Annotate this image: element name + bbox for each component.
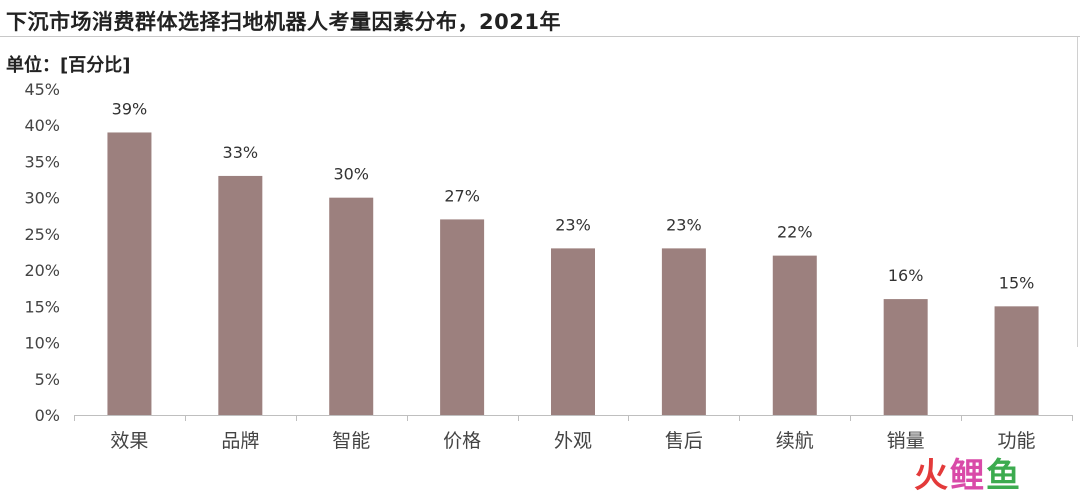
y-tick-label: 0% bbox=[35, 406, 60, 425]
category-label: 续航 bbox=[776, 430, 814, 452]
y-tick-label: 40% bbox=[24, 116, 60, 135]
bar bbox=[994, 306, 1039, 415]
y-tick-label: 35% bbox=[24, 152, 60, 171]
data-labels: 39% 33% 30% 27% 23% 23% 22% 16% 15% bbox=[112, 99, 1035, 292]
bar bbox=[329, 197, 374, 415]
bar bbox=[772, 255, 817, 415]
bar-series bbox=[107, 132, 1039, 415]
data-label: 30% bbox=[333, 165, 369, 184]
chart-title: 下沉市场消费群体选择扫地机器人考量因素分布，2021年 bbox=[6, 10, 561, 34]
category-label: 智能 bbox=[332, 430, 370, 452]
unit-label: 单位：[百分比] bbox=[6, 55, 131, 76]
y-tick-label: 45% bbox=[24, 80, 60, 99]
y-tick-label: 5% bbox=[35, 370, 60, 389]
data-label: 27% bbox=[444, 186, 480, 205]
data-label: 23% bbox=[666, 215, 702, 234]
y-tick-label: 25% bbox=[24, 225, 60, 244]
category-labels: 效果 品牌 智能 价格 外观 售后 续航 销量 功能 bbox=[110, 430, 1035, 452]
y-tick-label: 15% bbox=[24, 297, 60, 316]
data-label: 39% bbox=[112, 99, 148, 118]
data-label: 33% bbox=[223, 143, 259, 162]
category-label: 销量 bbox=[887, 430, 925, 452]
bar bbox=[883, 299, 928, 415]
data-label: 22% bbox=[777, 223, 813, 242]
x-axis-ticks bbox=[74, 415, 1073, 421]
category-label: 功能 bbox=[998, 430, 1036, 452]
y-tick-label: 10% bbox=[24, 334, 60, 353]
data-label: 15% bbox=[999, 273, 1035, 292]
bar bbox=[440, 219, 485, 415]
bar bbox=[218, 175, 263, 415]
category-label: 效果 bbox=[110, 430, 148, 452]
category-label: 价格 bbox=[443, 430, 481, 452]
bar bbox=[107, 132, 152, 415]
data-label: 16% bbox=[888, 266, 924, 285]
right-border bbox=[1077, 37, 1078, 347]
bar bbox=[551, 248, 595, 415]
y-tick-label: 20% bbox=[24, 261, 60, 280]
watermark-char: 火 bbox=[914, 456, 948, 496]
y-tick-label: 30% bbox=[24, 189, 60, 208]
watermark-char: 鲤 bbox=[950, 456, 984, 496]
bar bbox=[661, 248, 706, 415]
watermark-char: 鱼 bbox=[986, 456, 1020, 496]
title-divider bbox=[0, 36, 1080, 37]
category-label: 品牌 bbox=[221, 430, 259, 452]
y-axis-tick-labels: 0% 5% 10% 15% 20% 25% 30% 35% 40% 45% bbox=[24, 80, 60, 425]
category-label: 售后 bbox=[665, 430, 703, 452]
category-label: 外观 bbox=[554, 430, 592, 452]
data-label: 23% bbox=[555, 215, 591, 234]
watermark-logo: 火 鲤 鱼 bbox=[914, 448, 1020, 497]
